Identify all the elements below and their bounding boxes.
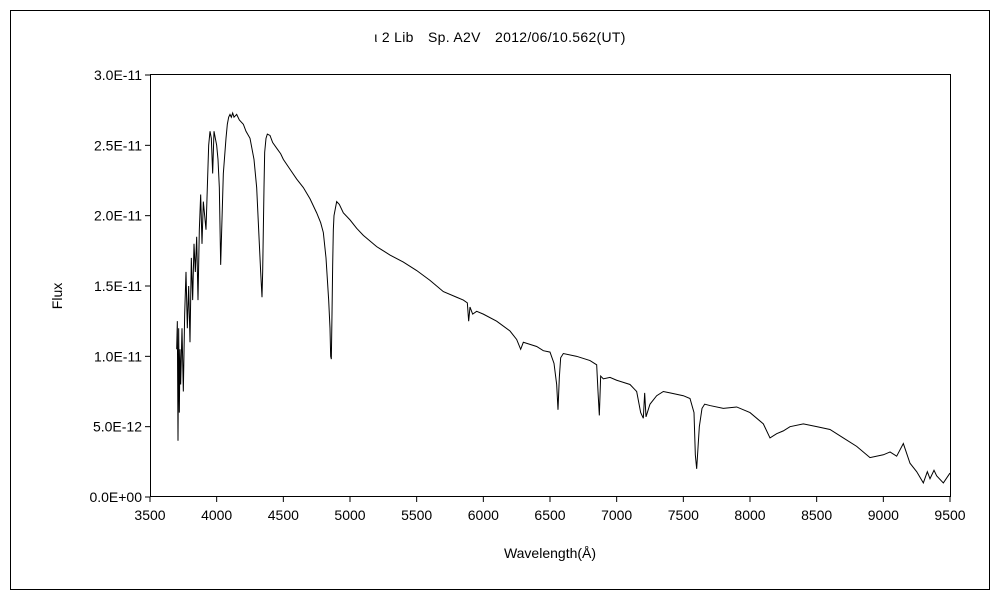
- y-tick-label: 1.0E-11: [94, 348, 142, 364]
- chart-title: ι 2 Lib Sp. A2V 2012/06/10.562(UT): [374, 29, 625, 45]
- x-tick-label: 4500: [268, 507, 299, 523]
- y-tick-label: 1.5E-11: [94, 278, 142, 294]
- y-tick-label: 2.5E-11: [94, 137, 142, 153]
- x-axis-ticks: 3500 4000 4500 5000 5500 6000 6500 7000 7500 8000…: [134, 497, 966, 523]
- x-tick-label: 5000: [334, 507, 365, 523]
- x-tick-label: 8500: [801, 507, 832, 523]
- x-tick-label: 3500: [134, 507, 165, 523]
- x-axis-label: Wavelength(Å): [504, 545, 596, 561]
- y-tick-label: 0.0E+00: [89, 489, 142, 505]
- x-tick-label: 7500: [668, 507, 699, 523]
- x-tick-label: 7000: [601, 507, 632, 523]
- y-tick-label: 5.0E-12: [93, 419, 142, 435]
- y-axis-ticks: 0.0E+00 5.0E-12 1.0E-11 1.5E-11 2.0E-11 2.5E-…: [89, 67, 150, 505]
- y-axis-label: Flux: [49, 283, 65, 309]
- y-tick-label: 2.0E-11: [94, 208, 142, 224]
- x-tick-label: 4000: [201, 507, 232, 523]
- plot-area: [150, 74, 951, 497]
- x-tick-label: 6500: [534, 507, 565, 523]
- x-tick-label: 8000: [734, 507, 765, 523]
- x-tick-label: 5500: [401, 507, 432, 523]
- x-tick-label: 9000: [868, 507, 899, 523]
- y-tick-label: 3.0E-11: [94, 67, 142, 83]
- x-tick-label: 6000: [468, 507, 499, 523]
- spectrum-line: [176, 111, 951, 485]
- x-tick-label: 9500: [934, 507, 965, 523]
